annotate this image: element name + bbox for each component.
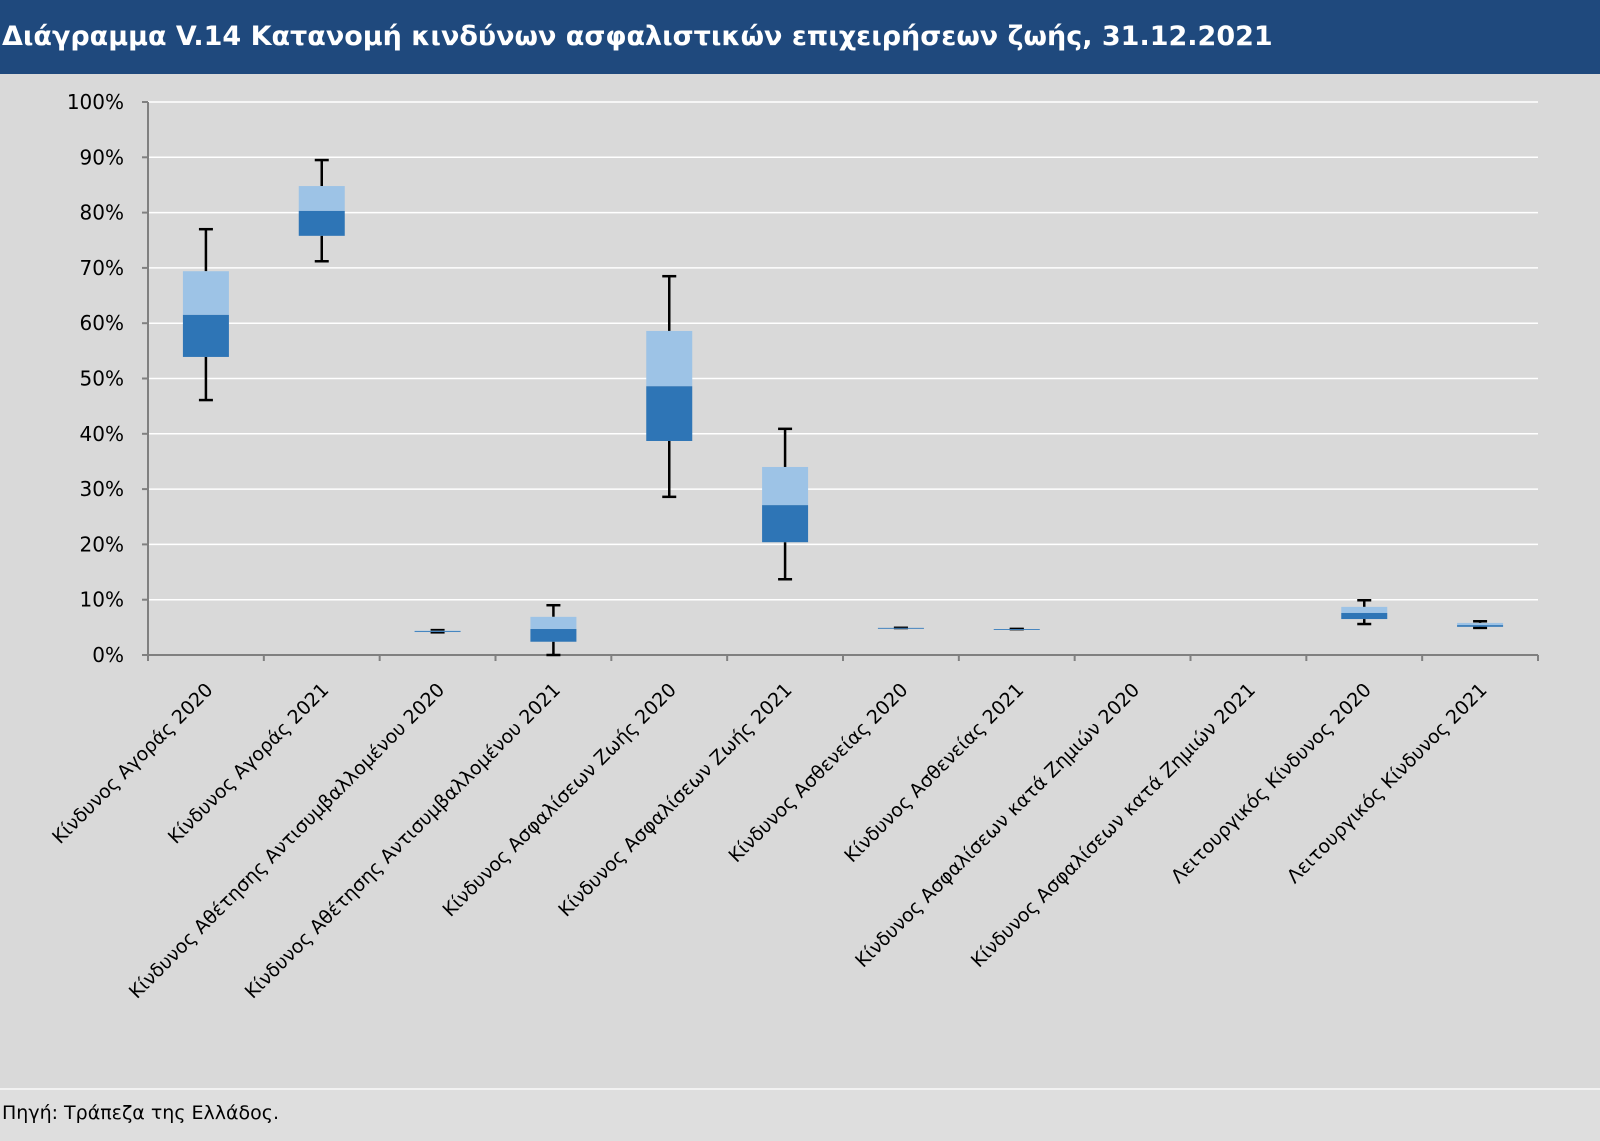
- box-lower-quartile: [993, 629, 1040, 630]
- boxplot-chart: 0% 10% 20% 30% 40% 50% 60% 70% 80% 90% 100% Κίνδυνο…: [48, 90, 1539, 1003]
- y-tick-label: 60%: [80, 311, 124, 335]
- box-upper-quartile: [414, 630, 461, 632]
- box-lower-quartile: [298, 210, 345, 236]
- y-tick-label: 70%: [80, 256, 124, 280]
- source-note: Πηγή: Τράπεζα της Ελλάδος.: [0, 1088, 1600, 1141]
- y-tick-label: 20%: [80, 532, 124, 556]
- x-tick-label: Λειτουργικός Κίνδυνος 2020: [1167, 679, 1376, 888]
- box-lower-quartile: [646, 386, 693, 441]
- box-upper-quartile: [762, 466, 809, 506]
- y-tick-label: 90%: [80, 145, 124, 169]
- box-upper-quartile: [1341, 606, 1388, 613]
- box-lower-quartile: [1457, 625, 1504, 627]
- box-lower-quartile: [414, 631, 461, 633]
- box-upper-quartile: [646, 330, 693, 387]
- box-lower-quartile: [877, 627, 924, 629]
- y-tick-label: 50%: [80, 367, 124, 391]
- box-upper-quartile: [298, 186, 345, 211]
- y-tick-label: 0%: [92, 643, 124, 667]
- x-tick-label: Λειτουργικός Κίνδυνος 2021: [1283, 679, 1492, 888]
- y-tick-label: 80%: [80, 201, 124, 225]
- y-tick-label: 10%: [80, 588, 124, 612]
- box-lower-quartile: [182, 314, 229, 357]
- box-lower-quartile: [1341, 612, 1388, 620]
- chart-title: Διάγραμμα V.14 Κατανομή κινδύνων ασφαλισ…: [0, 0, 1600, 74]
- box-upper-quartile: [182, 271, 229, 315]
- box-upper-quartile: [530, 616, 577, 630]
- y-tick-label: 100%: [67, 90, 124, 114]
- y-tick-label: 30%: [80, 477, 124, 501]
- box-upper-quartile: [1457, 622, 1504, 626]
- box-lower-quartile: [762, 505, 809, 543]
- y-tick-label: 40%: [80, 422, 124, 446]
- x-tick-label: Κίνδυνος Ασφαλίσεων Ζωής 2021: [554, 679, 796, 921]
- box-lower-quartile: [530, 629, 577, 642]
- x-tick-label: Κίνδυνος Ασφαλίσεων Ζωής 2020: [438, 679, 680, 921]
